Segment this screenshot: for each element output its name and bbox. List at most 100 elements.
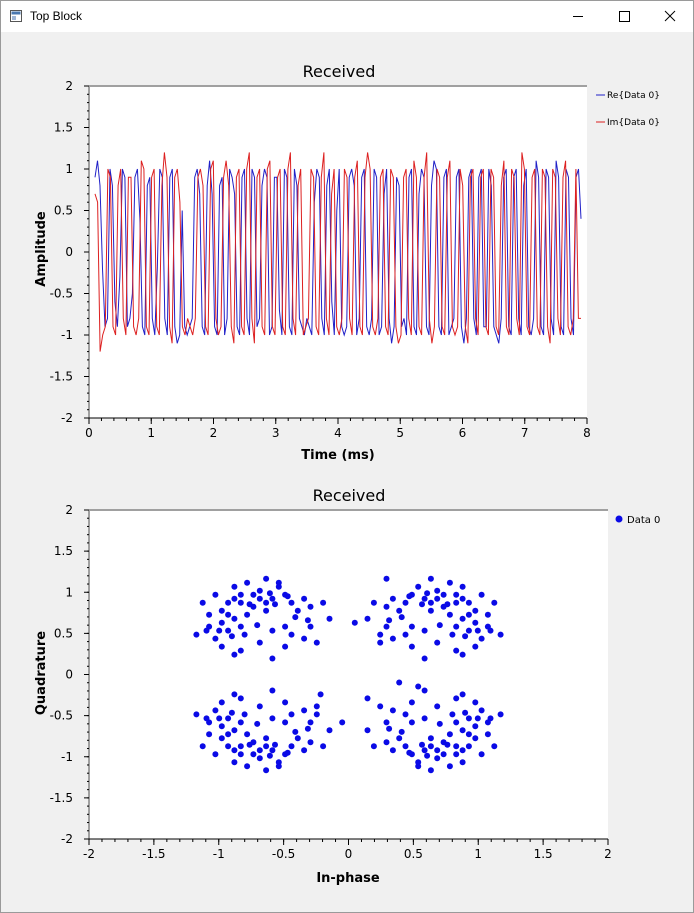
scatter-point (497, 631, 504, 638)
y-tick-label: 0 (65, 668, 73, 682)
scatter-point (231, 759, 238, 766)
scatter-point (307, 603, 314, 610)
scatter-point (421, 715, 428, 722)
scatter-point (284, 593, 291, 600)
scatter-point (246, 601, 253, 608)
scatter-point (304, 617, 311, 624)
chart-title: Received (313, 486, 386, 505)
scatter-point (421, 627, 428, 634)
scatter-point (272, 601, 278, 608)
scatter-point (254, 622, 261, 629)
scatter-point (301, 707, 308, 714)
minimize-button[interactable] (555, 1, 601, 32)
y-tick-label: -2 (61, 832, 73, 846)
scatter-point (218, 619, 225, 626)
scatter-point (225, 715, 232, 722)
scatter-point (199, 743, 206, 750)
scatter-point (218, 643, 225, 650)
scatter-point (427, 767, 434, 774)
scatter-point (269, 715, 276, 722)
scatter-point (465, 627, 472, 634)
minimize-icon (573, 16, 583, 17)
scatter-point (396, 735, 403, 742)
scatter-point (203, 627, 210, 634)
scatter-point (294, 735, 301, 742)
scatter-point (427, 599, 434, 606)
scatter-point (419, 741, 425, 748)
scatter-point (244, 763, 251, 770)
scatter-point (193, 631, 200, 638)
scatter-point (436, 622, 443, 629)
close-button[interactable] (647, 1, 693, 32)
scatter-point (398, 728, 405, 735)
time-domain-plot[interactable]: Received 2 1.5 1 0.5 0 -0.5 -1 -1.5 -2 0 1 2 3 4 5 6 7 8… (1, 51, 694, 471)
scatter-point (434, 595, 441, 602)
scatter-point (313, 639, 320, 646)
scatter-point (225, 599, 232, 606)
y-tick-label: 2 (65, 79, 73, 93)
scatter-point (406, 749, 413, 756)
scatter-point (478, 635, 485, 642)
scatter-point (472, 607, 479, 614)
scatter-point (244, 731, 251, 738)
scatter-point (370, 599, 377, 606)
scatter-point (292, 614, 299, 621)
scatter-point (307, 739, 314, 746)
y-tick-label: -1 (61, 750, 73, 764)
scatter-point (294, 607, 301, 614)
x-tick-label: -1 (213, 847, 225, 861)
scatter-point (408, 699, 415, 706)
scatter-point (237, 719, 244, 726)
constellation-plot[interactable]: Received 2 1.5 1 0.5 0 -0.5 -1 -1.5 -2 -2 -1.5 -1 -… (1, 476, 694, 896)
scatter-point (288, 599, 295, 606)
scatter-point (459, 615, 466, 622)
scatter-point (389, 595, 396, 602)
scatter-point (237, 743, 244, 750)
scatter-point (282, 699, 289, 706)
scatter-point (216, 715, 223, 722)
scatter-point (231, 615, 238, 622)
scatter-point (246, 741, 253, 748)
scatter-point (389, 747, 396, 754)
scatter-point (269, 627, 276, 634)
legend: Re{Data 0} Im{Data 0} (596, 91, 660, 128)
scatter-point (351, 619, 358, 626)
scatter-point (218, 723, 225, 730)
scatter-point (474, 627, 481, 634)
scatter-point (237, 591, 244, 598)
title-bar[interactable]: Top Block (1, 1, 693, 32)
scatter-point (478, 751, 485, 758)
scatter-point (231, 747, 238, 754)
scatter-point (256, 639, 263, 646)
scatter-point (241, 711, 248, 718)
legend-marker (615, 515, 623, 523)
scatter-point (427, 575, 434, 582)
scatter-point (263, 743, 270, 750)
scatter-point (231, 727, 238, 734)
scatter-point (301, 595, 308, 602)
scatter-point (446, 763, 453, 770)
plot-area (89, 86, 587, 418)
x-tick-label: 2 (210, 426, 218, 440)
y-tick-label: -1 (61, 328, 73, 342)
scatter-point (237, 647, 244, 654)
scatter-point (307, 623, 314, 630)
scatter-point (424, 752, 431, 759)
scatter-point (453, 591, 460, 598)
scatter-point (225, 627, 232, 634)
scatter-point (263, 735, 270, 742)
scatter-point (263, 575, 270, 582)
y-tick-label: -1.5 (50, 791, 73, 805)
x-tick-label: 0 (345, 847, 353, 861)
maximize-button[interactable] (601, 1, 647, 32)
scatter-point (408, 623, 415, 630)
scatter-point (263, 767, 270, 774)
scatter-point (256, 595, 263, 602)
scatter-point (231, 583, 238, 590)
y-tick-label: 0 (65, 245, 73, 259)
scatter-point (421, 747, 428, 754)
scatter-point (402, 599, 409, 606)
scatter-point (377, 703, 384, 710)
scatter-point (199, 599, 206, 606)
